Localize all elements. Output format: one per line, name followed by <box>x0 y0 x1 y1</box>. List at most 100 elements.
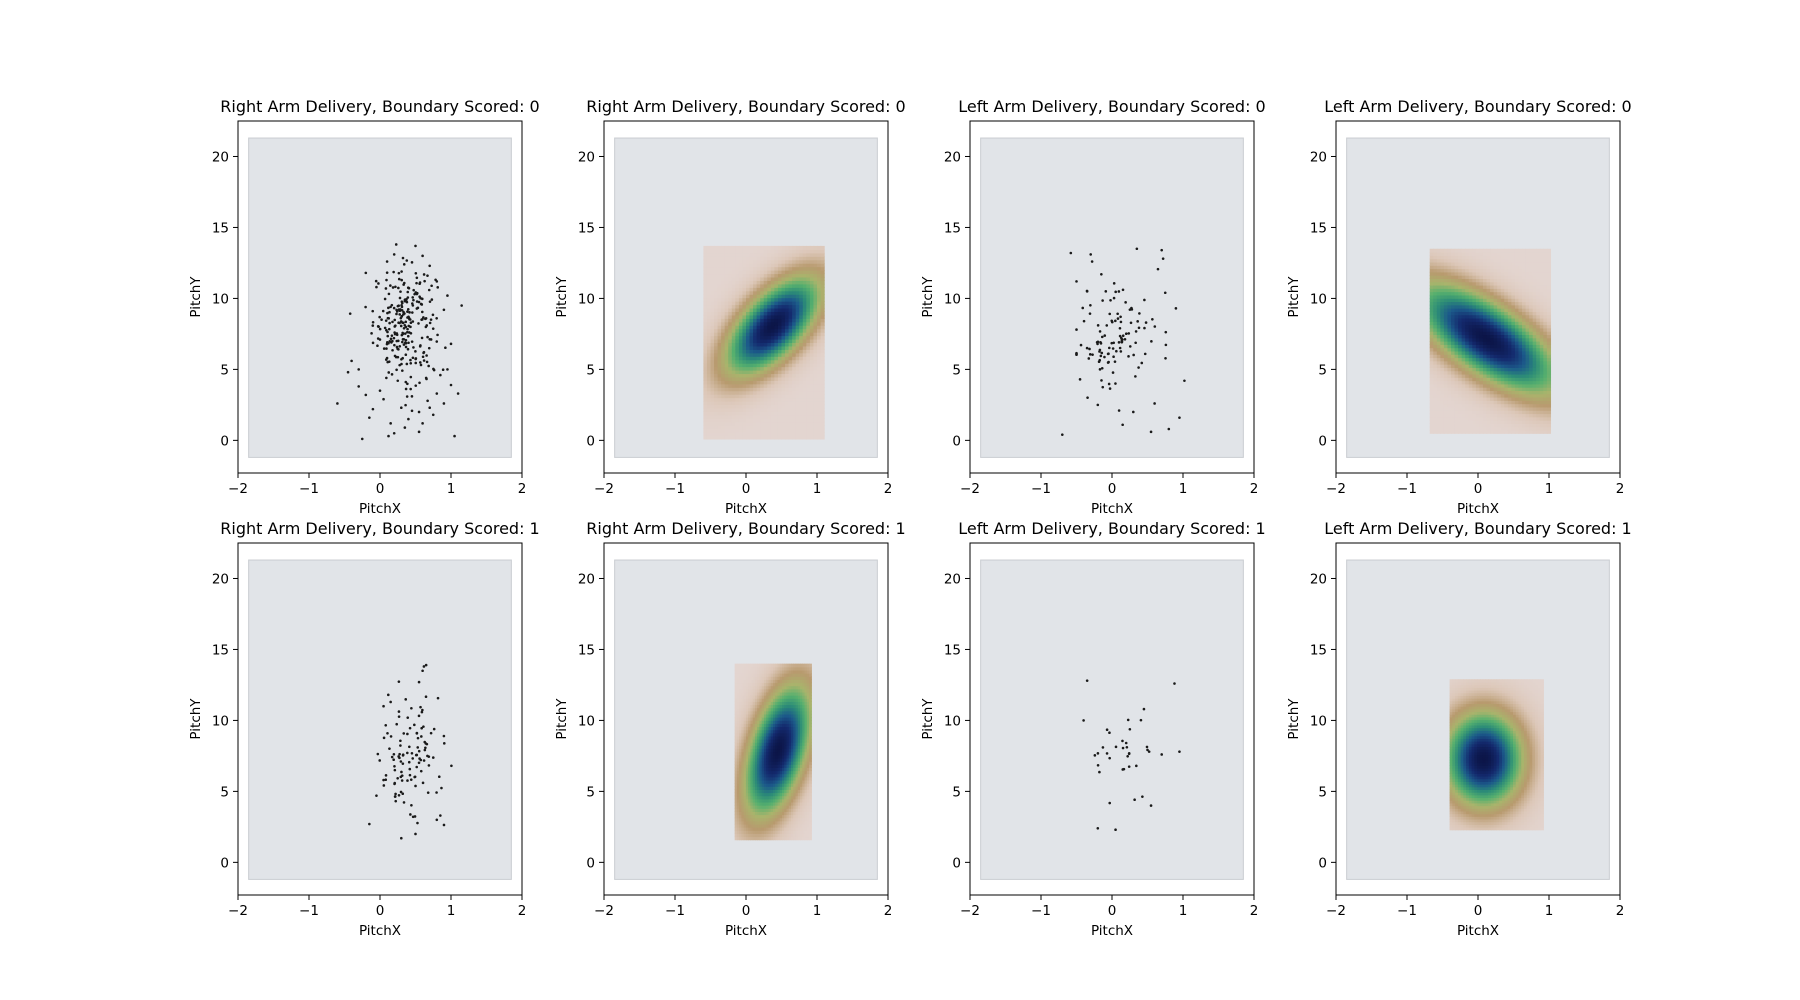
data-point <box>382 778 385 782</box>
heatmap-cell <box>1440 354 1445 359</box>
heatmap-cell <box>1536 370 1541 375</box>
heatmap-cell <box>724 418 729 423</box>
data-point <box>387 434 390 438</box>
heatmap-cell <box>706 307 712 312</box>
heatmap-cell <box>731 256 736 261</box>
heatmap-cell <box>721 325 726 330</box>
heatmap-cell <box>763 311 768 316</box>
heatmap-cell <box>763 376 768 381</box>
heatmap-cell <box>777 435 783 440</box>
heatmap-cell <box>738 349 744 354</box>
heatmap-cell <box>781 342 786 347</box>
heatmap-cell <box>703 338 708 344</box>
data-point <box>1153 325 1157 328</box>
heatmap-cell <box>760 280 765 285</box>
heatmap-cell <box>806 307 811 312</box>
heatmap-cell <box>1458 380 1463 385</box>
heatmap-cell <box>1490 327 1495 332</box>
data-point <box>1134 375 1137 378</box>
data-point <box>1174 307 1178 310</box>
data-point <box>385 260 389 263</box>
heatmap-cell <box>1454 423 1459 428</box>
heatmap-cell <box>1504 406 1509 411</box>
heatmap-cell <box>706 321 712 326</box>
heatmap-cell <box>1543 304 1548 309</box>
heatmap-cell <box>750 823 754 828</box>
heatmap-cell <box>741 729 745 734</box>
data-point <box>417 680 421 684</box>
heatmap-cell <box>1440 281 1445 286</box>
data-point <box>404 320 408 324</box>
heatmap-cell <box>1465 248 1470 253</box>
heatmap-cell <box>710 245 715 250</box>
heatmap-cell <box>752 764 756 768</box>
heatmap-cell <box>739 717 743 721</box>
heatmap-cell <box>767 394 772 399</box>
heatmap-cell <box>746 314 751 319</box>
heatmap-cell <box>739 701 743 706</box>
heatmap-cell <box>1482 364 1488 368</box>
heatmap-cell <box>1472 275 1477 279</box>
heatmap-cell <box>799 335 804 340</box>
heatmap-cell <box>724 276 729 281</box>
heatmap-cell <box>1479 275 1484 279</box>
heatmap-cell <box>799 401 804 406</box>
heatmap-cell <box>1507 334 1512 339</box>
data-point <box>408 318 412 321</box>
heatmap-cell <box>820 301 825 306</box>
heatmap-cell <box>739 710 743 715</box>
heatmap-cell <box>799 418 804 423</box>
heatmap-cell <box>1539 357 1544 362</box>
data-point <box>1101 299 1104 302</box>
heatmap-cell <box>1436 354 1441 359</box>
heatmap-cell <box>1500 423 1505 428</box>
heatmap-cell <box>799 435 804 440</box>
heatmap-cell <box>813 407 818 412</box>
data-point <box>1086 396 1089 399</box>
heatmap-cell <box>750 764 754 768</box>
heatmap-cell <box>714 366 719 371</box>
heatmap-cell <box>1472 258 1477 263</box>
heatmap-cell <box>1529 426 1534 431</box>
data-point <box>399 324 403 328</box>
heatmap-cell <box>806 332 811 337</box>
heatmap-cell <box>721 407 726 412</box>
heatmap-cell <box>1546 413 1552 418</box>
heatmap-cell <box>1529 258 1534 263</box>
heatmap-cell <box>813 418 818 423</box>
heatmap-cell <box>1546 387 1552 392</box>
heatmap-cell <box>1529 390 1534 395</box>
data-point <box>411 296 415 299</box>
heatmap-cell <box>710 259 715 264</box>
heatmap-cell <box>1543 255 1548 260</box>
heatmap-cell <box>1440 403 1445 408</box>
heatmap-cell <box>770 390 775 395</box>
x-tick-label: 0 <box>1474 481 1483 497</box>
heatmap-cell <box>1482 429 1488 434</box>
heatmap-cell <box>1532 397 1537 401</box>
heatmap-cell <box>1490 265 1495 270</box>
heatmap-cell <box>799 387 804 392</box>
heatmap-cell <box>1536 255 1541 260</box>
heatmap-cell <box>1493 360 1498 365</box>
heatmap-cell <box>1440 344 1445 349</box>
y-axis-label: PitchY <box>1286 276 1302 318</box>
x-tick-label: 1 <box>447 903 456 919</box>
heatmap-cell <box>820 263 825 268</box>
heatmap-cell <box>1475 294 1481 299</box>
heatmap-cell <box>710 359 715 364</box>
heatmap-cell <box>741 757 745 762</box>
heatmap-cell <box>1514 248 1520 253</box>
heatmap-cell <box>742 270 747 275</box>
heatmap-cell <box>738 401 744 406</box>
heatmap-cell <box>741 776 745 781</box>
heatmap-cell <box>724 335 729 340</box>
heatmap-cell <box>1482 397 1488 401</box>
heatmap-cell <box>802 263 807 268</box>
heatmap-cell <box>1490 252 1495 256</box>
heatmap-cell <box>710 425 715 430</box>
heatmap-cell <box>750 676 754 680</box>
heatmap-cell <box>742 276 747 281</box>
heatmap-cell <box>742 407 747 412</box>
